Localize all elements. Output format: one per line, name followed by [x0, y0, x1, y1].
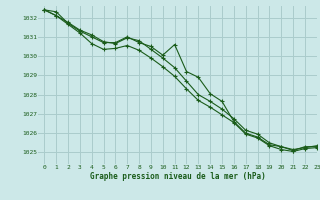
X-axis label: Graphe pression niveau de la mer (hPa): Graphe pression niveau de la mer (hPa) [90, 172, 266, 181]
